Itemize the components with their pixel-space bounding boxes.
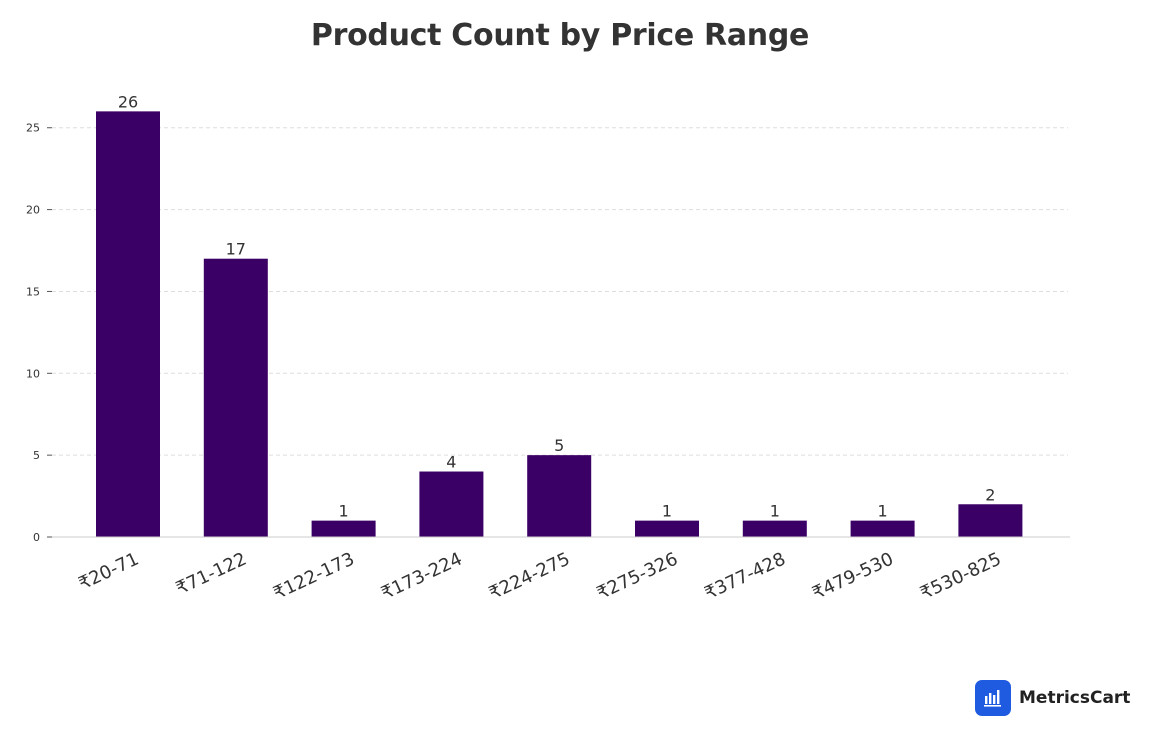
bar	[419, 471, 484, 537]
y-tick-label: 10	[26, 367, 40, 380]
y-axis: 0 5 10 15 20 25	[26, 122, 52, 544]
y-tick-label: 25	[26, 122, 40, 135]
y-tick-label: 5	[33, 449, 40, 462]
brand-name: MetricsCart	[1019, 688, 1131, 708]
bar	[203, 258, 268, 537]
data-label: 5	[554, 436, 564, 455]
x-axis: ₹20-71 ₹71-122 ₹122-173 ₹173-224 ₹224-275 ₹27…	[52, 536, 1070, 604]
x-tick-label: ₹377-428	[701, 548, 788, 604]
x-tick-label: ₹530-825	[917, 548, 1004, 604]
data-label: 17	[226, 240, 246, 259]
data-label: 1	[878, 502, 888, 521]
y-tick-label: 20	[26, 204, 40, 217]
x-tick-label: ₹224-275	[486, 548, 573, 604]
x-tick-label: ₹479-530	[809, 548, 896, 604]
data-label: 2	[985, 485, 995, 504]
data-label: 1	[662, 502, 672, 521]
x-tick-label: ₹275-326	[594, 548, 681, 604]
bar	[958, 504, 1023, 537]
y-tick-label: 15	[26, 285, 40, 298]
data-label: 4	[446, 453, 456, 472]
bar	[742, 520, 807, 537]
value-labels: 26 17 1 4 5 1 1 1 2	[118, 92, 996, 520]
bars	[96, 111, 1023, 538]
bar	[311, 520, 376, 537]
bar	[527, 455, 592, 537]
x-tick-label: ₹173-224	[378, 548, 465, 604]
chart-title: Product Count by Price Range	[310, 18, 810, 53]
data-label: 26	[118, 92, 138, 111]
bar	[635, 520, 699, 537]
x-tick-label: ₹122-173	[270, 548, 357, 604]
bar-chart-icon	[975, 680, 1011, 716]
x-tick-label: ₹71-122	[173, 548, 250, 599]
bar	[96, 111, 160, 538]
bar	[850, 520, 915, 537]
y-tick-label: 0	[33, 531, 40, 544]
x-tick-label: ₹20-71	[75, 548, 142, 594]
brand-logo: MetricsCart	[975, 680, 1130, 716]
data-label: 1	[339, 502, 349, 521]
data-label: 1	[770, 502, 780, 521]
